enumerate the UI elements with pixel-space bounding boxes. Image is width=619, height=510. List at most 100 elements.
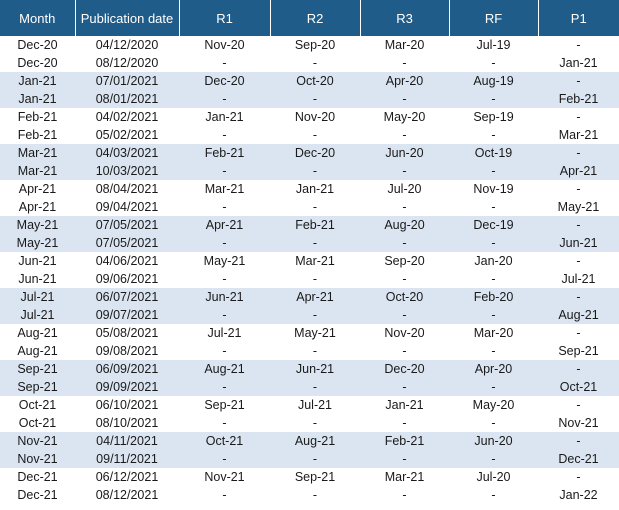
- cell-rf: Jul-19: [449, 36, 538, 54]
- cell-p1: -: [538, 108, 619, 126]
- cell-r1: Oct-21: [179, 432, 270, 450]
- cell-p1: -: [538, 180, 619, 198]
- cell-r1: -: [179, 54, 270, 72]
- cell-publication-date: 04/06/2021: [75, 252, 179, 270]
- cell-r2: Oct-20: [270, 72, 360, 90]
- table-row: Apr-21 08/04/2021 Mar-21 Jan-21 Jul-20 Nov-19…: [0, 180, 619, 198]
- cell-rf: -: [449, 162, 538, 180]
- cell-r2: Jan-21: [270, 180, 360, 198]
- cell-r2: -: [270, 378, 360, 396]
- header-r1: R1: [179, 0, 271, 36]
- cell-r2: Aug-21: [270, 432, 360, 450]
- cell-r1: -: [179, 378, 270, 396]
- cell-rf: Feb-20: [449, 288, 538, 306]
- table-row: Mar-21 10/03/2021- - - - Apr-21: [0, 162, 619, 180]
- table-row: Feb-21 04/02/2021 Jan-21 Nov-20 May-20 Sep-19…: [0, 108, 619, 126]
- cell-p1: Feb-21: [538, 90, 619, 108]
- cell-r1: Sep-21: [179, 396, 270, 414]
- cell-r3: -: [360, 414, 449, 432]
- cell-month: Apr-21: [0, 198, 75, 216]
- cell-rf: -: [449, 270, 538, 288]
- cell-r1: -: [179, 270, 270, 288]
- table-row: Sep-21 06/09/2021 Aug-21 Jun-21 Dec-20 Apr-20…: [0, 360, 619, 378]
- cell-p1: -: [538, 252, 619, 270]
- cell-p1: May-21: [538, 198, 619, 216]
- cell-r1: Dec-20: [179, 72, 270, 90]
- cell-r2: May-21: [270, 324, 360, 342]
- cell-p1: -: [538, 360, 619, 378]
- cell-p1: Jan-21: [538, 54, 619, 72]
- table-row: Jun-21 04/06/2021 May-21 Mar-21 Sep-20 Jan-20…: [0, 252, 619, 270]
- cell-p1: Jan-22: [538, 486, 619, 504]
- cell-r2: -: [270, 162, 360, 180]
- header-rf: RF: [449, 0, 539, 36]
- cell-r3: -: [360, 486, 449, 504]
- cell-month: Apr-21: [0, 180, 75, 198]
- table-row: Aug-21 05/08/2021 Jul-21 May-21 Nov-20 Mar-20…: [0, 324, 619, 342]
- cell-p1: Apr-21: [538, 162, 619, 180]
- cell-r2: Mar-21: [270, 252, 360, 270]
- cell-month: Feb-21: [0, 126, 75, 144]
- table-row: Nov-21 09/11/2021- - - - Dec-21: [0, 450, 619, 468]
- cell-month: Nov-21: [0, 450, 75, 468]
- cell-publication-date: 10/03/2021: [75, 162, 179, 180]
- table-row: May-21 07/05/2021- - - - Jun-21: [0, 234, 619, 252]
- cell-r2: Sep-20: [270, 36, 360, 54]
- cell-r2: -: [270, 270, 360, 288]
- cell-r1: -: [179, 414, 270, 432]
- cell-rf: -: [449, 306, 538, 324]
- header-r2: R2: [270, 0, 361, 36]
- cell-rf: May-20: [449, 396, 538, 414]
- cell-r3: Sep-20: [360, 252, 449, 270]
- cell-r1: -: [179, 306, 270, 324]
- cell-r3: -: [360, 54, 449, 72]
- cell-month: Jul-21: [0, 288, 75, 306]
- cell-p1: -: [538, 432, 619, 450]
- cell-publication-date: 06/10/2021: [75, 396, 179, 414]
- table-row: Dec-20 04/12/2020 Nov-20 Sep-20 Mar-20 Jul-19…: [0, 36, 619, 54]
- cell-month: Dec-21: [0, 468, 75, 486]
- cell-r3: -: [360, 162, 449, 180]
- cell-r3: -: [360, 306, 449, 324]
- cell-publication-date: 09/08/2021: [75, 342, 179, 360]
- cell-rf: Jan-20: [449, 252, 538, 270]
- cell-r2: -: [270, 306, 360, 324]
- cell-publication-date: 09/09/2021: [75, 378, 179, 396]
- cell-r1: Aug-21: [179, 360, 270, 378]
- cell-r1: -: [179, 162, 270, 180]
- cell-r3: Jan-21: [360, 396, 449, 414]
- cell-r3: Mar-20: [360, 36, 449, 54]
- cell-publication-date: 08/01/2021: [75, 90, 179, 108]
- cell-publication-date: 08/04/2021: [75, 180, 179, 198]
- cell-rf: -: [449, 486, 538, 504]
- cell-publication-date: 04/12/2020: [75, 36, 179, 54]
- cell-publication-date: 07/05/2021: [75, 216, 179, 234]
- cell-r3: Oct-20: [360, 288, 449, 306]
- cell-p1: Jul-21: [538, 270, 619, 288]
- cell-publication-date: 09/11/2021: [75, 450, 179, 468]
- table-row: Jan-21 07/01/2021 Dec-20 Oct-20 Apr-20 Aug-19…: [0, 72, 619, 90]
- table-row: Feb-21 05/02/2021- - - - Mar-21: [0, 126, 619, 144]
- cell-r3: -: [360, 234, 449, 252]
- cell-r3: -: [360, 270, 449, 288]
- cell-r2: Sep-21: [270, 468, 360, 486]
- cell-r1: -: [179, 90, 270, 108]
- table-row: Jun-21 09/06/2021- - - - Jul-21: [0, 270, 619, 288]
- table-row: Apr-21 09/04/2021- - - - May-21: [0, 198, 619, 216]
- cell-r2: -: [270, 54, 360, 72]
- cell-month: Jan-21: [0, 72, 75, 90]
- cell-rf: -: [449, 414, 538, 432]
- cell-r2: -: [270, 234, 360, 252]
- cell-p1: -: [538, 288, 619, 306]
- cell-r2: -: [270, 198, 360, 216]
- cell-publication-date: 06/12/2021: [75, 468, 179, 486]
- cell-publication-date: 04/03/2021: [75, 144, 179, 162]
- cell-rf: -: [449, 54, 538, 72]
- cell-r1: Jan-21: [179, 108, 270, 126]
- table-row: Sep-21 09/09/2021- - - - Oct-21: [0, 378, 619, 396]
- cell-month: Nov-21: [0, 432, 75, 450]
- cell-r1: -: [179, 342, 270, 360]
- cell-month: Jul-21: [0, 306, 75, 324]
- cell-month: Oct-21: [0, 414, 75, 432]
